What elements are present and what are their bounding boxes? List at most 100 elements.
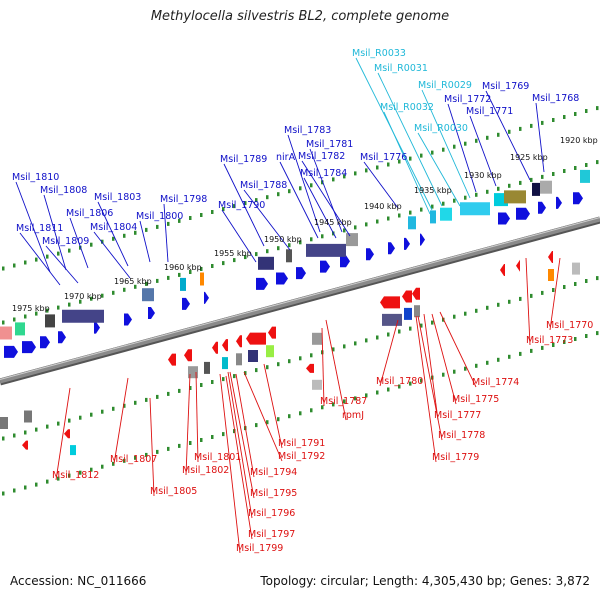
- leader-line: [423, 313, 439, 421]
- forward-block: [180, 277, 186, 291]
- reverse-label: Msil_1778: [438, 430, 485, 441]
- lower-dots-inner: [2, 276, 599, 441]
- reverse-label: Msil_1794: [250, 467, 297, 478]
- reverse-gene-outer: [22, 440, 28, 450]
- reverse-gene: [268, 326, 276, 339]
- forward-gene: [22, 341, 36, 354]
- reverse-block: [204, 361, 210, 374]
- accession-label: Accession: NC_011666: [10, 574, 147, 588]
- leader-line: [321, 327, 325, 407]
- scale-tick-label: 1920 kbp: [560, 136, 598, 145]
- reverse-label: Msil_1802: [182, 465, 229, 476]
- forward-gene: [4, 345, 18, 358]
- reverse-gene: [212, 341, 218, 354]
- forward-block: [346, 233, 358, 247]
- reverse-label: Msil_1770: [546, 320, 593, 331]
- leader-line: [377, 72, 443, 207]
- leader-line: [69, 217, 89, 269]
- forward-label: Msil_1788: [240, 180, 287, 191]
- forward-gene: [538, 201, 546, 214]
- forward-gene: [404, 237, 410, 250]
- forward-block: [408, 216, 416, 230]
- reverse-label: rpmJ: [342, 410, 364, 421]
- leader-line: [363, 161, 399, 209]
- leader-line: [221, 209, 257, 263]
- reverse-label: Msil_1777: [434, 410, 481, 421]
- leader-line: [97, 201, 129, 267]
- forward-label: Msil_1806: [66, 208, 113, 219]
- leader-line: [113, 377, 129, 465]
- forward-label: Msil_1809: [42, 236, 89, 247]
- forward-block: [504, 190, 526, 204]
- leader-line: [383, 111, 431, 215]
- forward-label: Msil_1810: [12, 172, 59, 183]
- leader-line: [417, 132, 461, 207]
- leader-line: [535, 102, 545, 173]
- forward-block: [0, 326, 12, 340]
- reverse-gene: [168, 353, 176, 366]
- reverse-label: Msil_1807: [110, 454, 157, 465]
- forward-label: Msil_1768: [532, 93, 579, 104]
- reverse-block: [236, 353, 242, 366]
- scale-tick-label: 1970 kbp: [64, 292, 102, 301]
- scale-tick-label: 1965 kbp: [114, 277, 152, 286]
- leader-line: [243, 371, 283, 462]
- forward-label: Msil_1771: [466, 106, 513, 117]
- leader-line: [415, 315, 437, 463]
- forward-gene: [148, 307, 155, 319]
- forward-block: [142, 288, 154, 302]
- gene-labels: Msil_1810 Msil_1808 Msil_1806 Msil_1803 Msil…: [12, 48, 593, 554]
- leader-line: [379, 319, 399, 387]
- leader-line: [263, 363, 283, 449]
- forward-label: Msil_1783: [284, 125, 331, 136]
- leader-line: [279, 161, 319, 239]
- forward-gene: [276, 272, 288, 285]
- scale-tick-labels: 1975 kbp 1970 kbp 1965 kbp 1960 kbp 1955 kbp…: [12, 136, 598, 313]
- forward-gene: [94, 321, 100, 334]
- forward-label: Msil_1789: [220, 154, 267, 165]
- reverse-label: Msil_1787: [320, 396, 367, 407]
- reverse-block: [382, 313, 402, 326]
- forward-block: [532, 182, 540, 196]
- forward-block: [580, 169, 590, 183]
- leader-line: [549, 257, 561, 331]
- forward-label: Msil_1811: [16, 223, 63, 234]
- forward-gene: [366, 248, 374, 261]
- leader-line: [185, 373, 191, 476]
- forward-gene: [498, 212, 510, 225]
- leader-line: [163, 203, 169, 263]
- leader-line: [447, 103, 477, 193]
- forward-block: [306, 243, 346, 257]
- leader-line: [325, 319, 347, 421]
- reverse-block: [548, 269, 554, 281]
- leader-line: [439, 311, 477, 388]
- forward-block: [430, 210, 436, 224]
- genome-backbone: [0, 216, 600, 386]
- topology-stats: Topology: circular; Length: 4,305,430 bp…: [260, 574, 590, 588]
- leader-line: [225, 375, 253, 540]
- forward-gene: [182, 297, 190, 310]
- forward-label: Msil_1808: [40, 185, 87, 196]
- reverse-gene: [380, 296, 400, 309]
- reverse-gene: [500, 264, 505, 276]
- upper-dots-outer: [2, 106, 599, 271]
- reverse-block-outer: [70, 445, 76, 456]
- forward-label: Msil_1781: [306, 139, 353, 150]
- leader-line: [227, 371, 253, 519]
- forward-block: [45, 314, 55, 328]
- leader-line: [195, 371, 199, 463]
- scale-tick-label: 1960 kbp: [164, 263, 202, 272]
- leader-line: [93, 231, 131, 279]
- gene-features: [0, 169, 590, 456]
- reverse-block: [24, 410, 32, 423]
- forward-label: Msil_1803: [94, 192, 141, 203]
- forward-gene: [388, 242, 395, 255]
- forward-block: [540, 180, 552, 194]
- leader-line: [139, 220, 151, 263]
- reverse-block: [248, 350, 258, 362]
- reverse-gene: [412, 287, 420, 300]
- reverse-label: Msil_1805: [150, 486, 197, 497]
- leader-line: [421, 89, 471, 199]
- scale-tick-label: 1935 kbp: [414, 186, 452, 195]
